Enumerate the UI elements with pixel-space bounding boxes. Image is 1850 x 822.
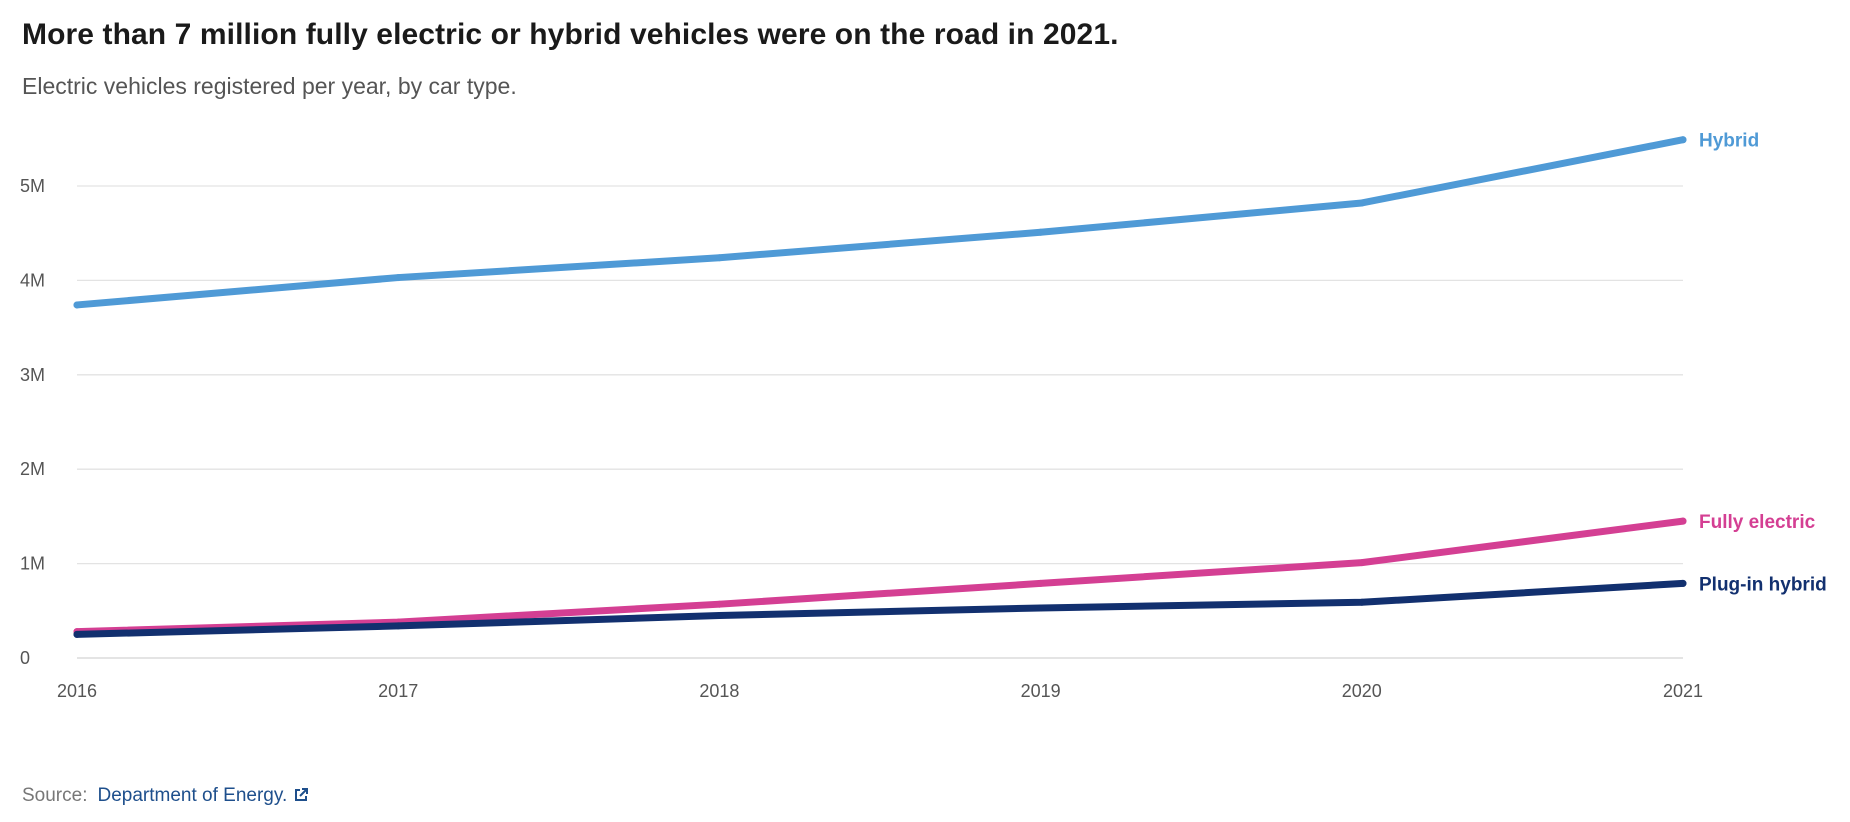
data-point	[715, 600, 723, 608]
data-point	[1037, 604, 1045, 612]
chart-subtitle: Electric vehicles registered per year, b…	[22, 73, 517, 99]
x-tick-label: 2020	[1342, 681, 1382, 701]
data-point	[1679, 517, 1687, 525]
source-prefix: Source:	[22, 785, 88, 806]
x-tick-label: 2021	[1663, 681, 1703, 701]
source-line: Source: Department of Energy.	[22, 785, 309, 809]
y-tick-label: 3M	[20, 365, 45, 385]
source-link[interactable]: Department of Energy.	[97, 785, 309, 806]
data-point	[1358, 559, 1366, 567]
series-label: Hybrid	[1699, 131, 1759, 152]
chart-title: More than 7 million fully electric or hy…	[22, 18, 1119, 51]
x-tick-label: 2019	[1021, 681, 1061, 701]
line-chart: 0 1M 2M 3M 4M 5M 2016 2017 2018 2019 2020 2021 Hybri…	[20, 131, 1827, 701]
y-tick-label: 0	[20, 648, 30, 668]
data-point	[394, 622, 402, 630]
y-tick-label: 2M	[20, 459, 45, 479]
external-link-icon	[293, 787, 309, 809]
data-point	[1358, 199, 1366, 207]
x-tick-label: 2017	[378, 681, 418, 701]
source-link-text: Department of Energy.	[97, 785, 288, 806]
y-tick-label: 1M	[20, 554, 45, 574]
x-tick-label: 2016	[57, 681, 97, 701]
series-line	[73, 579, 1687, 638]
series-label: Fully electric	[1699, 512, 1816, 533]
data-point	[73, 301, 81, 309]
y-tick-label: 4M	[20, 270, 45, 290]
y-tick-label: 5M	[20, 176, 45, 196]
data-point	[1679, 579, 1687, 587]
series-line	[73, 136, 1687, 309]
data-point	[394, 274, 402, 282]
data-point	[73, 630, 81, 638]
series-line	[73, 517, 1687, 636]
data-point	[1037, 228, 1045, 236]
data-point	[715, 612, 723, 620]
data-point	[1037, 579, 1045, 587]
series-label: Plug-in hybrid	[1699, 574, 1827, 595]
data-point	[1358, 598, 1366, 606]
data-point	[1679, 136, 1687, 144]
x-tick-label: 2018	[699, 681, 739, 701]
data-point	[715, 254, 723, 262]
